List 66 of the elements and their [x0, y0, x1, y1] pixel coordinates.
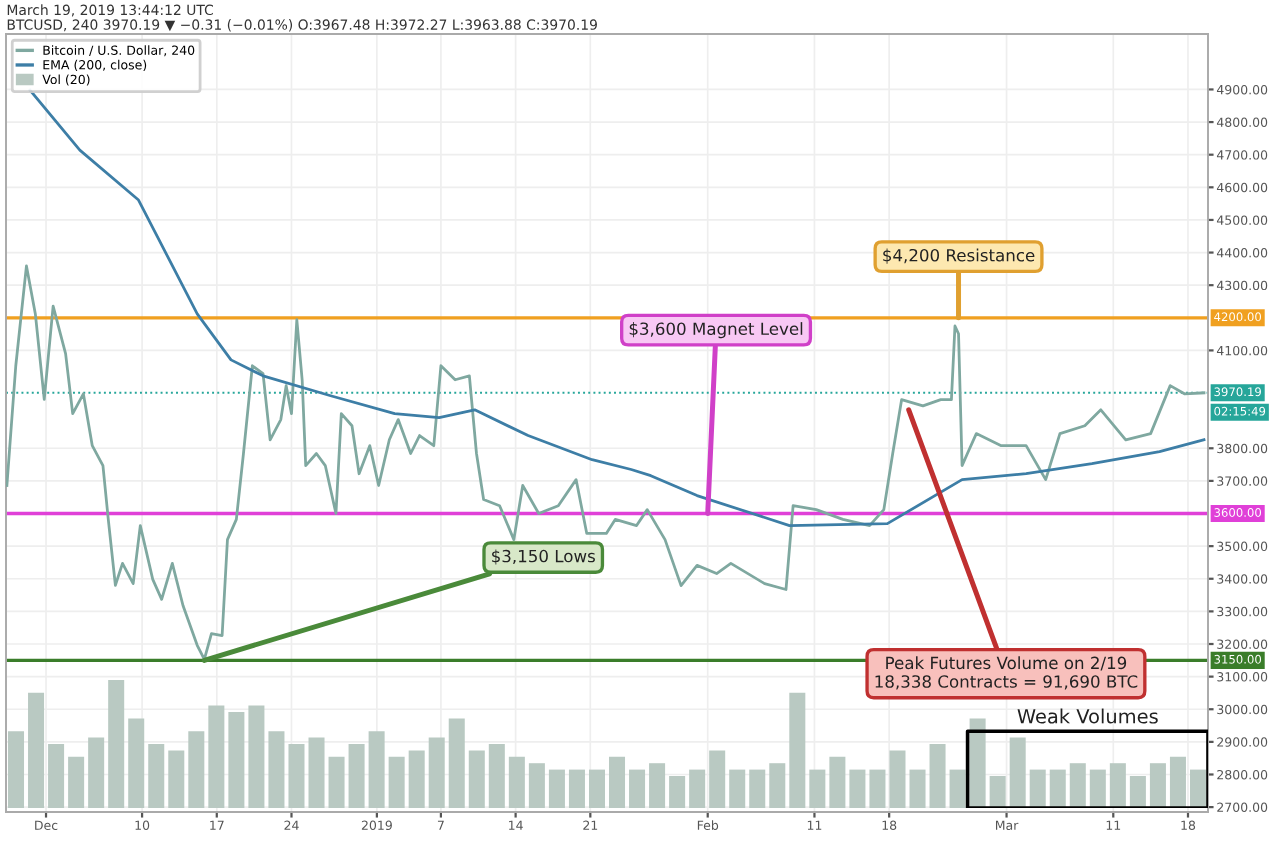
bar	[669, 776, 686, 808]
bar	[428, 737, 445, 808]
bar	[188, 731, 205, 808]
bar	[48, 744, 65, 808]
bar	[789, 692, 806, 808]
bar	[1109, 763, 1126, 808]
bar	[1049, 769, 1066, 808]
bar	[889, 750, 906, 808]
bar	[128, 718, 145, 808]
bar	[909, 769, 926, 808]
bar	[468, 750, 485, 808]
annotation: $3,600 Magnet Level	[629, 322, 803, 339]
bar	[989, 776, 1006, 808]
bar	[388, 756, 405, 808]
bar	[649, 763, 666, 808]
bar	[488, 744, 505, 808]
bar	[508, 756, 525, 808]
bar	[328, 756, 345, 808]
bar	[168, 750, 185, 808]
bar	[1089, 769, 1106, 808]
bar	[448, 718, 465, 808]
bar	[629, 769, 646, 808]
bar	[929, 744, 946, 808]
bar	[208, 705, 225, 808]
bar	[969, 718, 986, 808]
bar	[408, 750, 425, 808]
bar	[588, 769, 605, 808]
bar	[248, 705, 265, 808]
bar	[308, 737, 325, 808]
bar	[869, 769, 886, 808]
bar	[609, 756, 626, 808]
bar	[88, 737, 105, 808]
bar	[348, 744, 365, 808]
bar	[1169, 756, 1186, 808]
bar	[268, 731, 285, 808]
bar	[108, 680, 125, 808]
bar	[689, 769, 706, 808]
bar	[1029, 769, 1046, 808]
bar	[28, 692, 45, 808]
line-series	[28, 88, 1206, 527]
bar	[829, 756, 846, 808]
bar	[548, 769, 565, 808]
bar	[1149, 763, 1166, 808]
bar	[1009, 737, 1026, 808]
bar	[1069, 763, 1086, 808]
annotation: Peak Futures Volume on 2/19 18,338 Contracts = 91,690 BTC	[875, 656, 1138, 690]
annotation: Weak Volumes	[1017, 708, 1158, 724]
bar	[729, 769, 746, 808]
bar	[368, 731, 385, 808]
bar	[528, 763, 545, 808]
bar	[769, 763, 786, 808]
bar	[228, 712, 245, 808]
bar	[1129, 776, 1146, 808]
bar	[1189, 769, 1206, 808]
bar	[849, 769, 866, 808]
bar	[68, 756, 85, 808]
annotation: $3,150 Lows	[492, 549, 595, 565]
bar	[749, 769, 766, 808]
bar	[949, 769, 966, 808]
annotation: $4,200 Resistance	[883, 248, 1035, 264]
bar	[148, 744, 165, 808]
bar	[568, 769, 585, 808]
bar	[709, 750, 726, 808]
bar	[809, 769, 826, 808]
bar	[8, 731, 25, 808]
bar	[288, 744, 305, 808]
